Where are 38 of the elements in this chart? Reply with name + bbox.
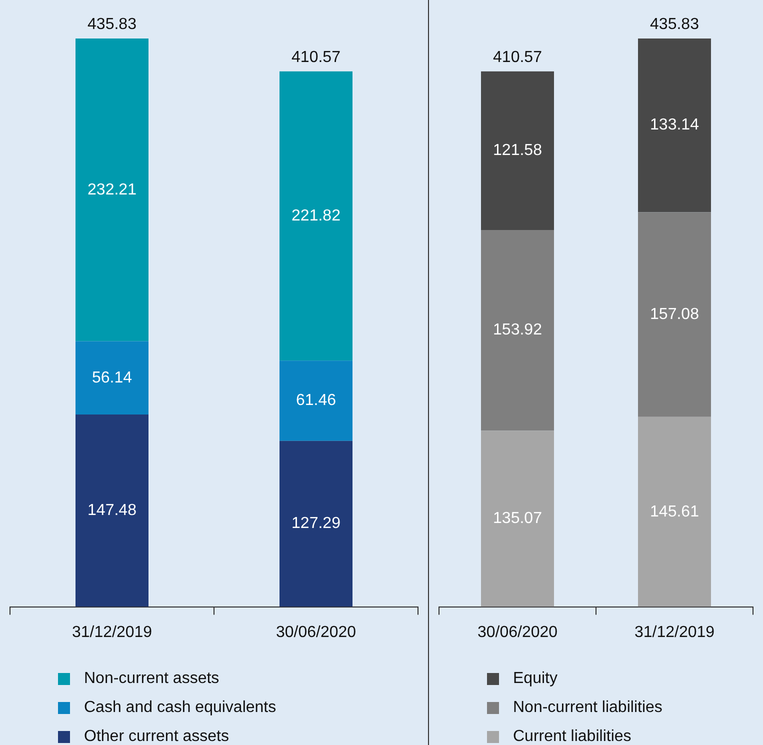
x-tick-label: 31/12/2019 — [634, 624, 715, 641]
bar — [76, 341, 148, 414]
legend-label: Non-current liabilities — [513, 698, 662, 716]
bar — [481, 230, 554, 431]
bar — [638, 416, 711, 607]
data-label: 221.82 — [292, 207, 341, 224]
legend-label: Cash and cash equivalents — [84, 698, 276, 716]
total-label: 435.83 — [88, 16, 137, 33]
legend-label: Current liabilities — [513, 728, 632, 745]
data-label: 56.14 — [92, 369, 132, 386]
bar — [638, 38, 711, 212]
data-label: 157.08 — [650, 306, 700, 323]
data-label: 145.61 — [650, 503, 700, 520]
bar — [76, 38, 148, 342]
data-label: 133.14 — [650, 116, 700, 134]
bar — [481, 430, 554, 607]
total-label: 410.57 — [493, 48, 542, 66]
x-tick-label: 30/06/2020 — [276, 624, 356, 641]
bar — [638, 212, 711, 417]
bar — [280, 440, 352, 607]
data-label: 61.46 — [296, 392, 336, 410]
bar — [280, 360, 352, 441]
x-tick-label: 30/06/2020 — [477, 624, 558, 641]
bar — [76, 414, 148, 607]
data-label: 147.48 — [88, 502, 137, 520]
legend-label: Non-current assets — [84, 670, 220, 688]
legend-label: Other current assets — [84, 728, 229, 745]
data-label: 153.92 — [493, 322, 542, 339]
data-label: 127.29 — [292, 515, 341, 532]
bar — [280, 71, 352, 361]
legend-label: Equity — [513, 670, 558, 688]
data-label: 121.58 — [493, 142, 542, 160]
data-label: 135.07 — [493, 510, 542, 528]
bar — [481, 71, 554, 230]
x-tick-label: 31/12/2019 — [72, 624, 152, 641]
total-label: 410.57 — [292, 48, 341, 66]
data-label: 232.21 — [88, 181, 137, 198]
total-label: 435.83 — [650, 16, 700, 33]
